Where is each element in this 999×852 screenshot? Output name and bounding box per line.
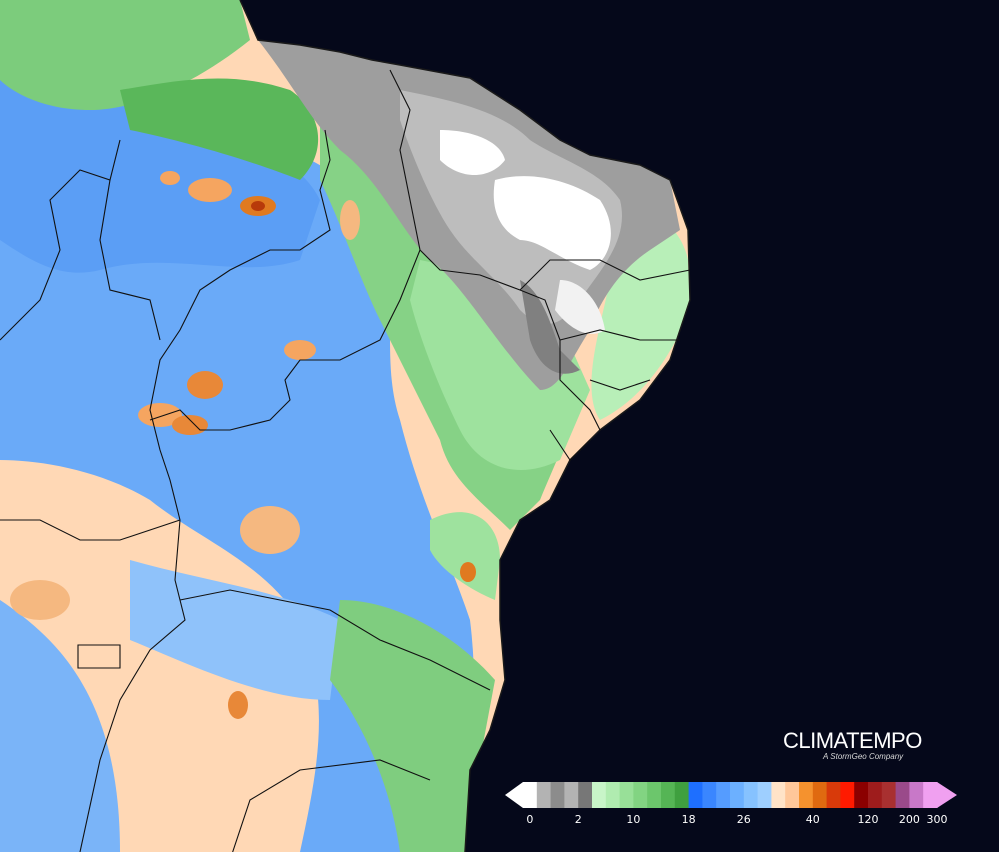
coastline [239, 0, 691, 852]
colorbar-cell [730, 782, 745, 808]
colorbar-cell [564, 782, 579, 808]
colorbar-tick-label: 0 [526, 813, 534, 826]
colorbar-cell [592, 782, 607, 808]
colorbar-cell [619, 782, 634, 808]
colorbar-cell [523, 782, 538, 808]
colorbar-tick-label: 40 [805, 813, 820, 826]
colorbar-tick-label: 300 [926, 813, 948, 826]
colorbar-cell [757, 782, 772, 808]
brand-name: CLIMATEMPO [783, 728, 922, 753]
state-borders [0, 69, 691, 852]
colorbar-cell [812, 782, 828, 808]
colorbar-cell [743, 782, 759, 808]
colorbar-cell [674, 782, 690, 808]
colorbar-cell [785, 782, 800, 808]
colorbar-tick-label: 18 [681, 813, 696, 826]
colorbar-cell [702, 782, 717, 808]
colorbar-cell [923, 782, 938, 808]
climatempo-logo: CLIMATEMPO A StormGeo Company [783, 728, 922, 761]
colorbar-cell [826, 782, 841, 808]
colorbar-cell [840, 782, 855, 808]
colorbar-tick-label: 10 [626, 813, 641, 826]
colorbar-tick-label: 200 [898, 813, 920, 826]
precipitation-colorbar [505, 782, 957, 808]
colorbar-cell [895, 782, 910, 808]
colorbar-cell [909, 782, 924, 808]
colorbar-cell [688, 782, 703, 808]
colorbar-cell [647, 782, 662, 808]
colorbar-min-arrow [505, 782, 523, 808]
colorbar-cell [550, 782, 565, 808]
colorbar-cell [854, 782, 869, 808]
colorbar-cell [605, 782, 621, 808]
colorbar-cell [881, 782, 897, 808]
colorbar-cell [536, 782, 552, 808]
colorbar-cell [868, 782, 883, 808]
colorbar-cell [799, 782, 814, 808]
colorbar-cell [771, 782, 786, 808]
colorbar-cell [661, 782, 676, 808]
colorbar-cell [716, 782, 731, 808]
brand-tagline: A StormGeo Company [823, 752, 904, 761]
colorbar-cell [578, 782, 593, 808]
colorbar-max-arrow [937, 782, 957, 808]
colorbar-tick-label: 120 [857, 813, 879, 826]
colorbar-tick-label: 26 [736, 813, 751, 826]
colorbar-tick-label: 2 [574, 813, 582, 826]
colorbar-cell [633, 782, 648, 808]
